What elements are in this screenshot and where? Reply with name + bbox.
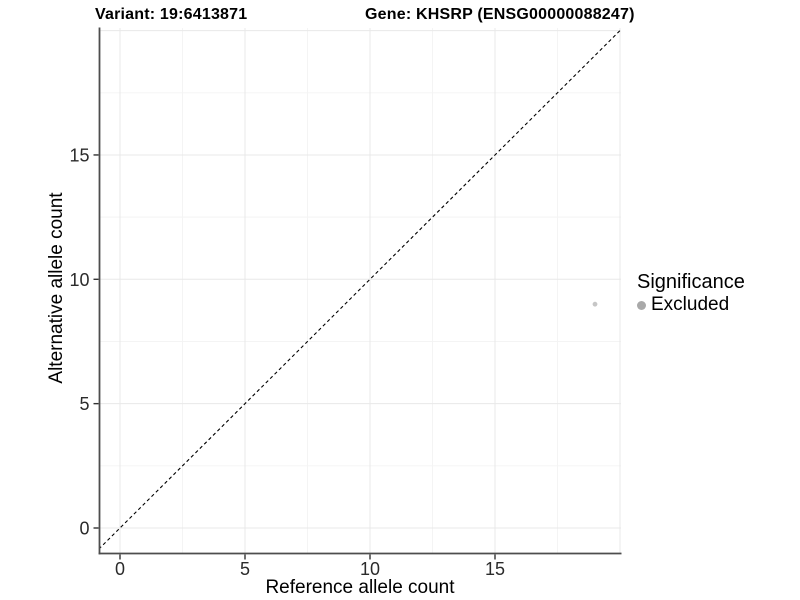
x-axis-title: Reference allele count [265,577,455,598]
y-tick-label: 0 [79,519,89,539]
y-tick-label: 10 [69,270,89,290]
legend-title: Significance [637,271,745,293]
x-tick-label: 5 [240,559,250,579]
y-tick-label: 15 [69,145,89,165]
x-tick-label: 15 [485,559,505,579]
legend: Significance Excluded [637,271,745,316]
legend-item-label: Excluded [651,294,730,315]
y-tick-label: 5 [79,394,89,414]
identity-reference-line [99,28,621,550]
legend-key-dot-icon [637,300,646,310]
x-tick-label: 0 [115,559,125,579]
data-point [592,301,598,307]
legend-item-excluded: Excluded [637,294,745,316]
plot-title-gene: Gene: KHSRP (ENSG00000088247) [365,6,635,23]
y-axis-title: Alternative allele count [46,192,67,384]
plot-title-variant: Variant: 19:6413871 [95,6,248,23]
x-tick-label: 10 [360,559,380,579]
